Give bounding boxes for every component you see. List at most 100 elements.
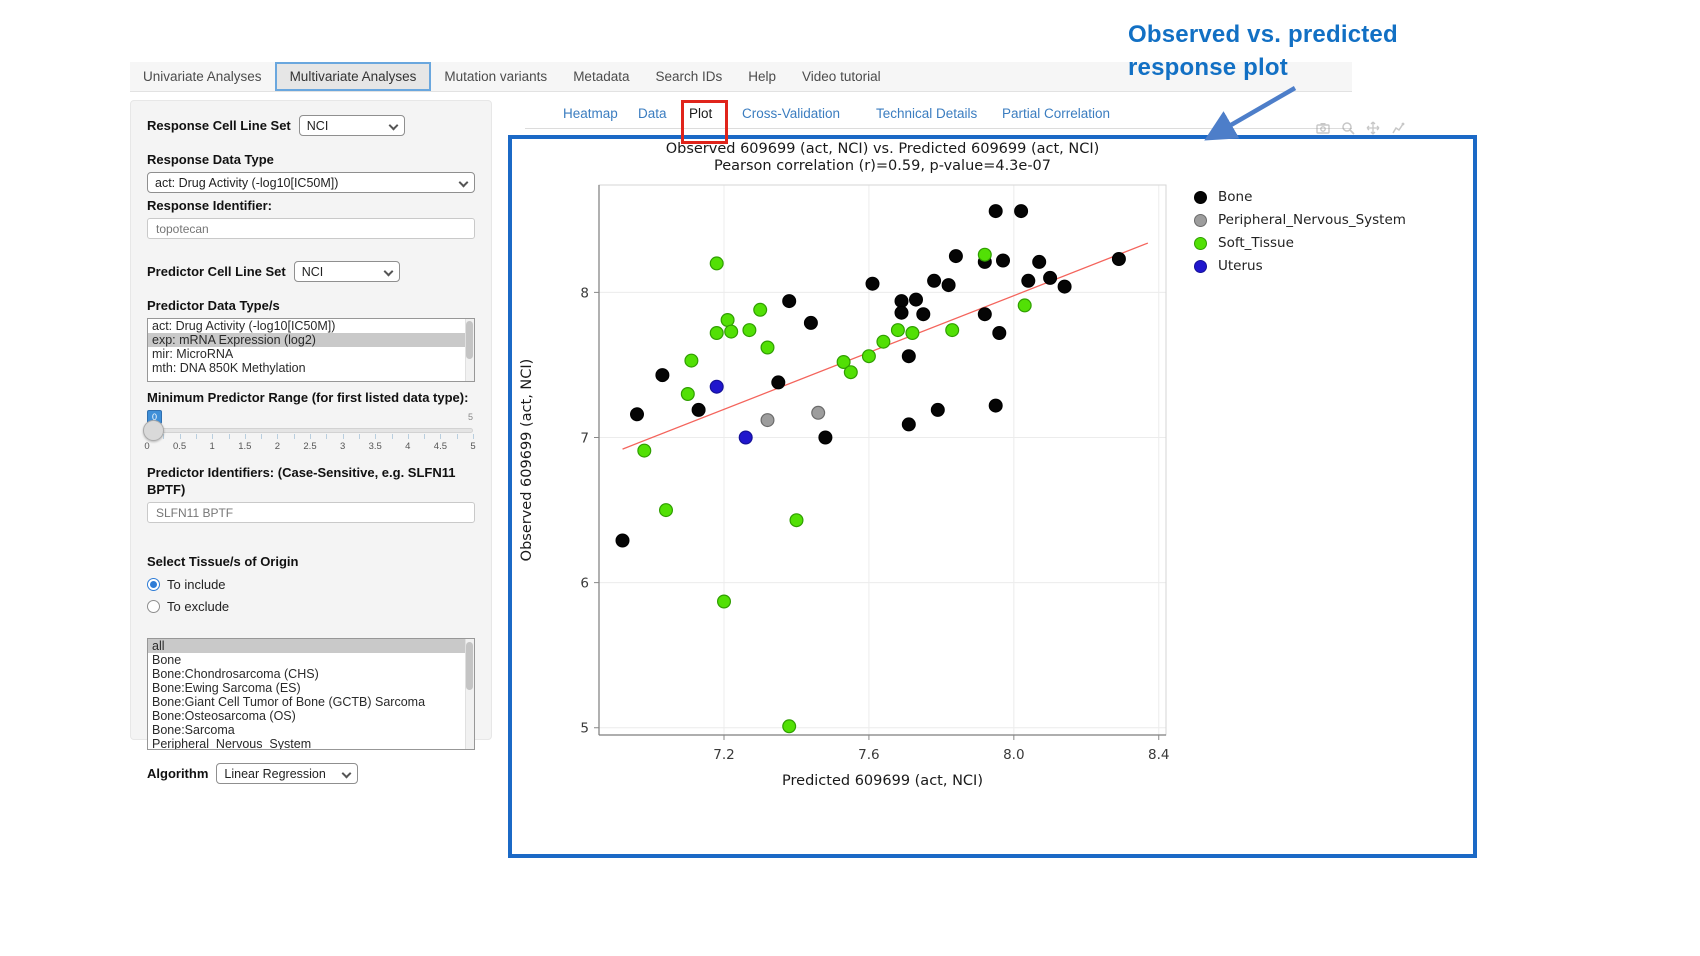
subtab-technical-details[interactable]: Technical Details	[876, 106, 978, 121]
nav-tab-multivariate-analyses[interactable]: Multivariate Analyses	[274, 62, 432, 91]
data-point-soft-tissue[interactable]	[789, 513, 804, 528]
nav-tab-help[interactable]: Help	[748, 69, 777, 84]
data-point-bone[interactable]	[909, 292, 924, 307]
tissue-option-peripheral-nervous-system[interactable]: Peripheral_Nervous_System	[152, 737, 312, 750]
subtab-heatmap[interactable]: Heatmap	[563, 106, 618, 121]
data-point-soft-tissue[interactable]	[843, 365, 858, 380]
data-point-soft-tissue[interactable]	[637, 443, 652, 458]
radio-to-include[interactable]: To include	[147, 577, 475, 592]
data-point-soft-tissue[interactable]	[861, 349, 876, 364]
predictor-data-types-listbox[interactable]: act: Drug Activity (-log10[IC50M]) exp: m…	[147, 318, 475, 382]
data-point-soft-tissue[interactable]	[876, 334, 891, 349]
data-point-soft-tissue[interactable]	[760, 340, 775, 355]
nav-tab-mutation-variants[interactable]: Mutation variants	[444, 69, 548, 84]
data-point-bone[interactable]	[941, 278, 956, 293]
data-point-bone[interactable]	[782, 294, 797, 309]
data-point-soft-tissue[interactable]	[977, 247, 992, 262]
data-point-bone[interactable]	[691, 402, 706, 417]
option-mth-dna-850k-methylation[interactable]: mth: DNA 850K Methylation	[152, 361, 306, 375]
legend-item-uterus[interactable]: Uterus	[1194, 258, 1406, 274]
nav-tab-metadata[interactable]: Metadata	[573, 69, 630, 84]
data-point-bone[interactable]	[894, 305, 909, 320]
autoscale-icon[interactable]	[1391, 121, 1405, 135]
data-point-soft-tissue[interactable]	[709, 256, 724, 271]
nav-tab-video-tutorial[interactable]: Video tutorial	[802, 69, 881, 84]
data-point-bone[interactable]	[1014, 204, 1029, 219]
subtab-cross-validation[interactable]: Cross-Validation	[742, 106, 841, 121]
data-point-bone[interactable]	[901, 349, 916, 364]
scrollbar-thumb[interactable]	[466, 642, 473, 690]
data-point-bone[interactable]	[818, 430, 833, 445]
tissue-option-bone-ewing-sarcoma-es[interactable]: Bone:Ewing Sarcoma (ES)	[152, 681, 301, 695]
legend-item-soft-tissue[interactable]: Soft_Tissue	[1194, 235, 1406, 251]
predictor-identifiers-input[interactable]: SLFN11 BPTF	[147, 502, 475, 523]
scrollbar[interactable]	[465, 639, 474, 749]
data-point-peripheral-nervous-system[interactable]	[811, 405, 826, 420]
slider-handle[interactable]	[143, 420, 164, 441]
data-point-bone[interactable]	[1111, 251, 1126, 266]
tissue-option-all[interactable]: all	[148, 639, 474, 653]
min-predictor-range-slider[interactable]: 0 5 0 0.5 1 1.5 2 2.5 3 3.5 4 4.5 5	[143, 410, 476, 454]
data-point-bone[interactable]	[988, 398, 1003, 413]
data-point-bone[interactable]	[992, 326, 1007, 341]
data-point-bone[interactable]	[615, 533, 630, 548]
data-point-bone[interactable]	[901, 417, 916, 432]
response-identifier-input[interactable]: topotecan	[147, 218, 475, 239]
data-point-bone[interactable]	[1032, 254, 1047, 269]
data-point-soft-tissue[interactable]	[753, 302, 768, 317]
radio-button-icon[interactable]	[147, 600, 160, 613]
data-point-bone[interactable]	[927, 273, 942, 288]
data-point-bone[interactable]	[1057, 279, 1072, 294]
data-point-soft-tissue[interactable]	[782, 719, 797, 734]
radio-to-exclude[interactable]: To exclude	[147, 599, 475, 614]
legend-item-bone[interactable]: Bone	[1194, 189, 1406, 205]
data-point-bone[interactable]	[865, 276, 880, 291]
data-point-soft-tissue[interactable]	[724, 324, 739, 339]
data-point-soft-tissue[interactable]	[717, 594, 732, 609]
tissue-listbox[interactable]: all Bone Bone:Chondrosarcoma (CHS) Bone:Ewi…	[147, 638, 475, 750]
subtab-plot[interactable]: Plot	[689, 106, 713, 121]
data-point-soft-tissue[interactable]	[1017, 298, 1032, 313]
camera-icon[interactable]	[1316, 121, 1330, 135]
tissue-option-bone-chondrosarcoma-chs[interactable]: Bone:Chondrosarcoma (CHS)	[152, 667, 319, 681]
data-point-soft-tissue[interactable]	[836, 355, 851, 370]
data-point-soft-tissue[interactable]	[890, 323, 905, 338]
tissue-option-bone[interactable]: Bone	[152, 653, 182, 667]
scrollbar[interactable]	[465, 319, 474, 381]
data-point-soft-tissue[interactable]	[680, 387, 695, 402]
data-point-bone[interactable]	[977, 307, 992, 322]
data-point-soft-tissue[interactable]	[684, 353, 699, 368]
data-point-bone[interactable]	[803, 315, 818, 330]
data-point-bone[interactable]	[655, 368, 670, 383]
data-point-bone[interactable]	[916, 307, 931, 322]
tissue-option-bone-giant-cell-tumor-of-bone-gctb-sarcoma[interactable]: Bone:Giant Cell Tumor of Bone (GCTB) Sar…	[152, 695, 426, 709]
data-point-bone[interactable]	[948, 249, 963, 264]
data-point-soft-tissue[interactable]	[945, 323, 960, 338]
nav-tab-search-ids[interactable]: Search IDs	[655, 69, 723, 84]
data-point-soft-tissue[interactable]	[720, 313, 735, 328]
zoom-icon[interactable]	[1341, 121, 1355, 135]
data-point-bone[interactable]	[988, 204, 1003, 219]
nav-tab-univariate-analyses[interactable]: Univariate Analyses	[143, 69, 262, 84]
scrollbar-thumb[interactable]	[466, 321, 473, 359]
algorithm-select[interactable]: Linear Regression	[216, 763, 359, 784]
response-cell-line-set-select[interactable]: NCI	[298, 115, 405, 136]
option-mir-microrna[interactable]: mir: MicroRNA	[152, 347, 234, 361]
subtab-partial-correlation[interactable]: Partial Correlation	[1002, 106, 1111, 121]
response-data-type-select[interactable]: act: Drug Activity (-log10[IC50M])	[147, 172, 475, 193]
data-point-soft-tissue[interactable]	[905, 326, 920, 341]
data-point-bone[interactable]	[1043, 270, 1058, 285]
data-point-uterus[interactable]	[738, 430, 753, 445]
data-point-bone[interactable]	[930, 402, 945, 417]
data-point-bone[interactable]	[894, 294, 909, 309]
pan-icon[interactable]	[1366, 121, 1380, 135]
predictor-cell-line-set-select[interactable]: NCI	[293, 261, 400, 282]
data-point-uterus[interactable]	[709, 379, 724, 394]
data-point-soft-tissue[interactable]	[709, 326, 724, 341]
tissue-option-bone-osteosarcoma-os[interactable]: Bone:Osteosarcoma (OS)	[152, 709, 296, 723]
scatter-plot[interactable]: 7.2 7.6 8.0 8.4 5 6 7 8 Predicted 609699 (act, N…	[512, 139, 1473, 839]
data-point-bone[interactable]	[771, 375, 786, 390]
option-exp-mrna-expression-log2[interactable]: exp: mRNA Expression (log2)	[148, 333, 474, 347]
data-point-peripheral-nervous-system[interactable]	[760, 413, 775, 428]
radio-button-icon[interactable]	[147, 578, 160, 591]
